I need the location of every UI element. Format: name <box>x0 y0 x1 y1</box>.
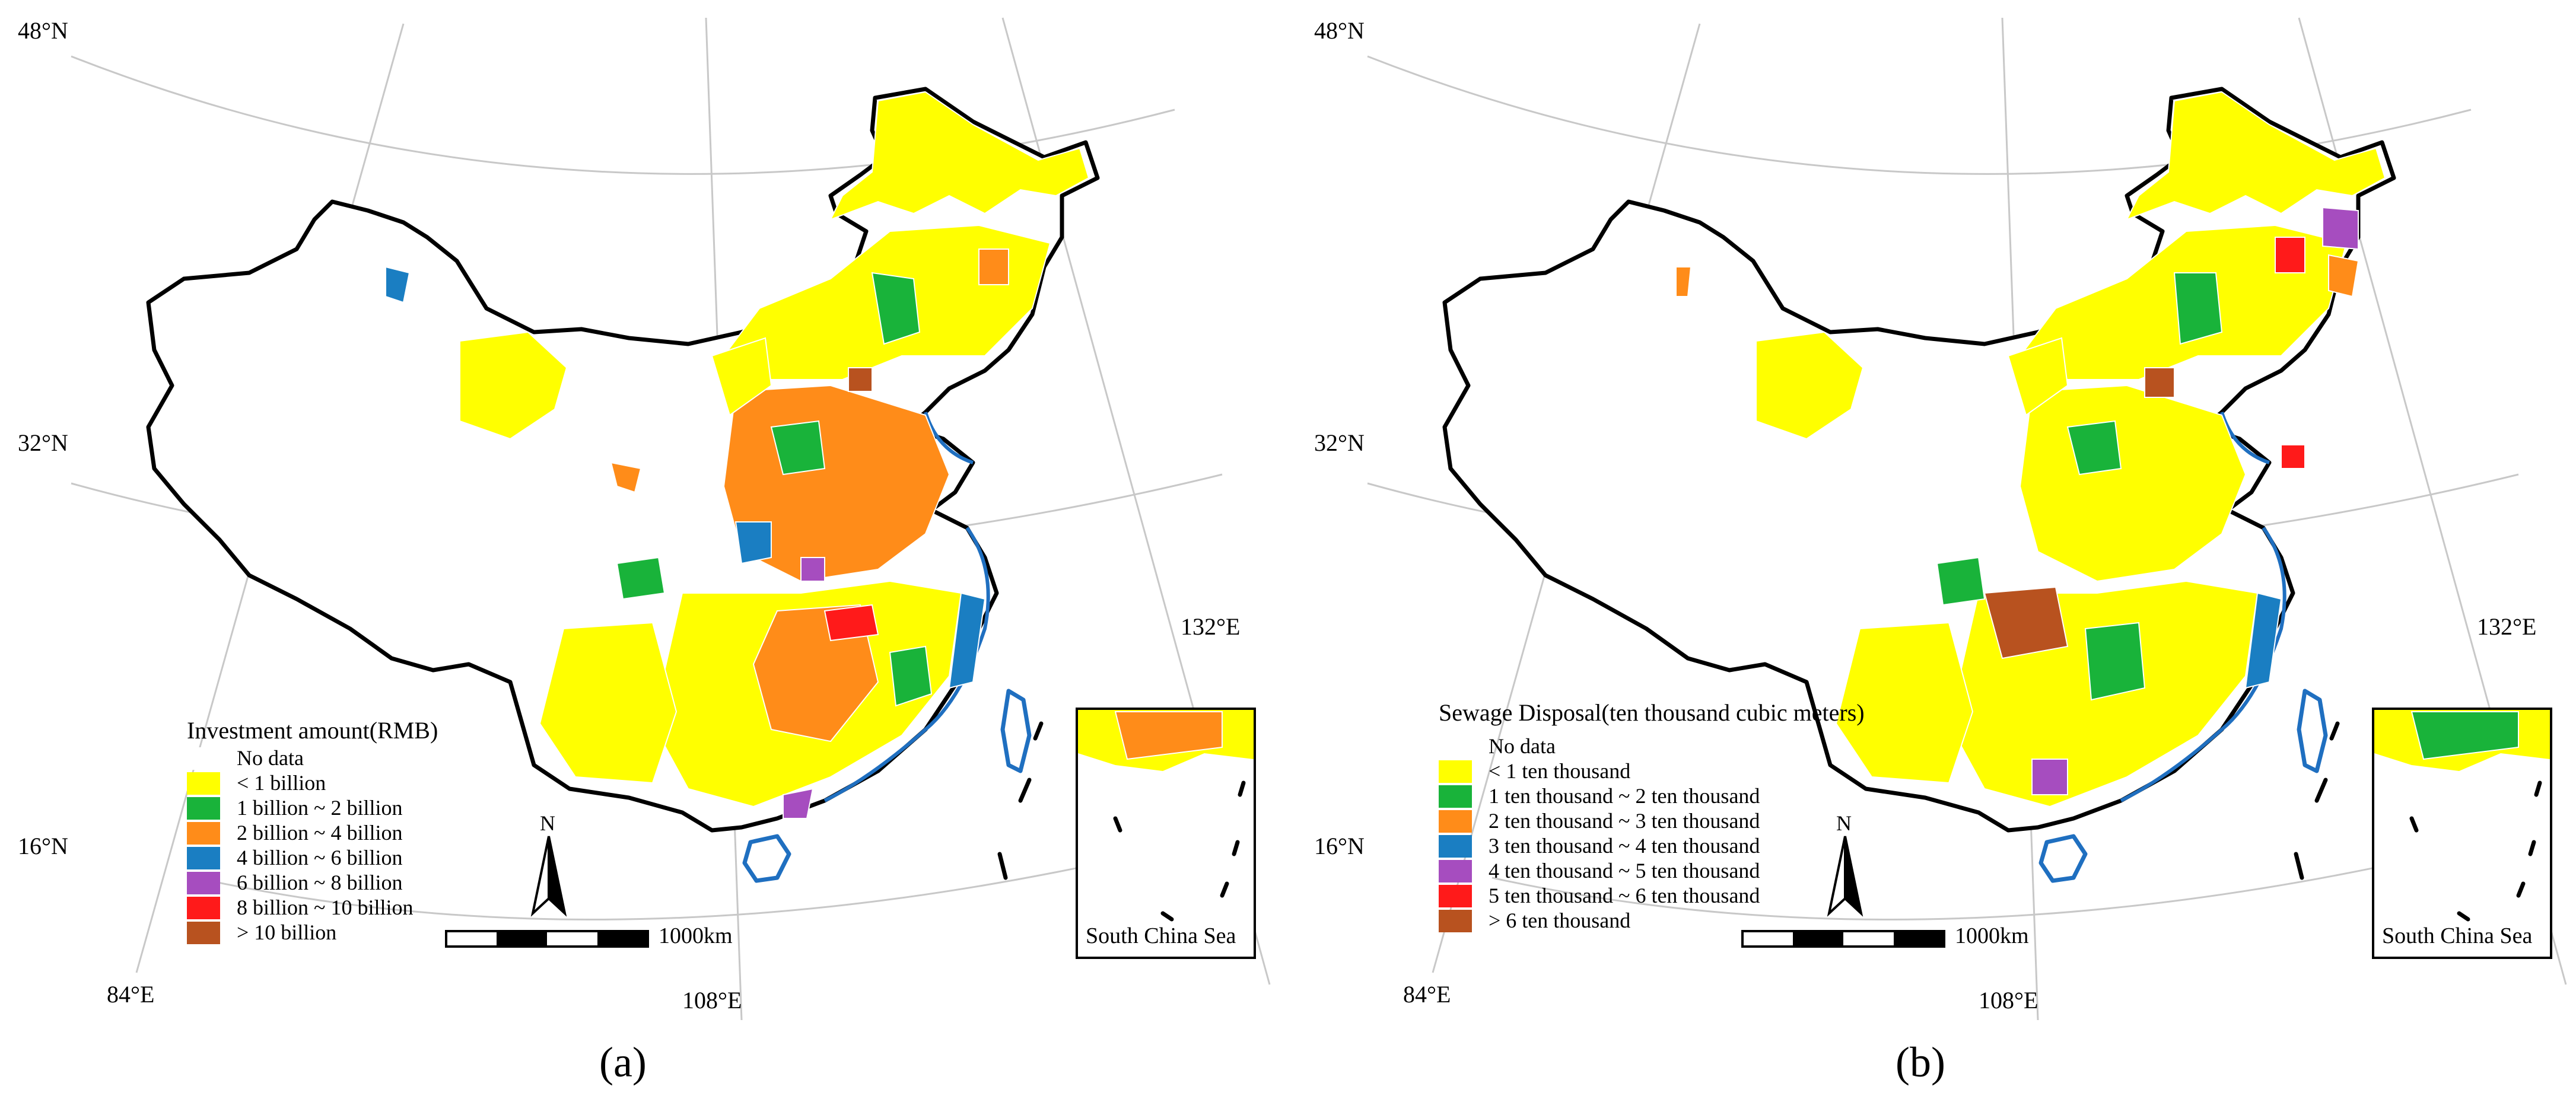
region-purple-1 <box>800 557 825 582</box>
legend-swatch-1 <box>187 772 220 795</box>
inset-label: South China Sea <box>2382 923 2532 948</box>
legend-swatch-6 <box>187 897 220 919</box>
region-blue-1 <box>385 266 411 304</box>
legend-swatch-3 <box>1439 810 1472 833</box>
legend-label-1: < 1 billion <box>237 771 326 795</box>
region-red-1 <box>2275 237 2305 273</box>
region-red-1 <box>823 604 879 642</box>
lon-label-132e: 132°E <box>1181 613 1240 640</box>
scale-label: 1000km <box>659 923 733 948</box>
region-orange-3 <box>610 461 642 493</box>
region-purple-2 <box>783 788 814 819</box>
legend-label-6: 5 ten thousand ~ 6 ten thousand <box>1489 884 1760 907</box>
panel-label-b: (b) <box>1896 1038 1945 1086</box>
scale-label: 1000km <box>1955 923 2029 948</box>
north-label: N <box>1836 811 1852 835</box>
region-red-2 <box>2281 444 2305 469</box>
legend-swatch-4 <box>187 847 220 869</box>
legend-swatch-2 <box>187 797 220 820</box>
region-orange-2 <box>978 248 1009 285</box>
lat-label-16n: 16°N <box>1314 833 1365 859</box>
region-green-1 <box>871 272 921 345</box>
region-orange-2 <box>2328 254 2359 298</box>
legend-swatch-3 <box>187 822 220 845</box>
panel-label-a: (a) <box>599 1038 647 1086</box>
legend-swatch-1 <box>1439 760 1472 783</box>
map-panel-b: 48°N 32°N 16°N 84°E 108°E 132°E Sewage D… <box>1314 17 2566 1086</box>
legend-label-0: No data <box>237 746 304 770</box>
legend-label-2: 1 billion ~ 2 billion <box>237 796 403 820</box>
north-label: N <box>540 811 555 835</box>
lon-label-108e: 108°E <box>682 987 742 1014</box>
legend-swatch-2 <box>1439 785 1472 808</box>
region-green-1 <box>2173 272 2223 345</box>
legend-label-0: No data <box>1489 734 1556 758</box>
region-blue-coast <box>2244 592 2282 689</box>
legend-label-4: 3 ten thousand ~ 4 ten thousand <box>1489 834 1760 858</box>
legend-label-6: 8 billion ~ 10 billion <box>237 896 414 919</box>
legend-title: Sewage Disposal(ten thousand cubic meter… <box>1439 699 1865 726</box>
region-xinjiang-spot <box>1756 331 1864 440</box>
region-northeast <box>2125 91 2386 221</box>
legend-label-2: 1 ten thousand ~ 2 ten thousand <box>1489 784 1760 808</box>
region-brown-2 <box>2144 367 2175 398</box>
region-brown-1 <box>848 367 873 392</box>
lon-label-108e: 108°E <box>1979 987 2038 1014</box>
legend-label-1: < 1 ten thousand <box>1489 759 1630 783</box>
inset-region <box>1114 711 1223 760</box>
map-panel-a: 48°N 32°N 16°N 84°E 108°E 132°E Investme… <box>18 17 1270 1086</box>
legend-swatch-5 <box>187 872 220 894</box>
region-green-3 <box>2084 622 2146 701</box>
region-green-4 <box>616 556 666 600</box>
legend-label-5: 4 ten thousand ~ 5 ten thousand <box>1489 859 1760 882</box>
region-inner-band <box>711 337 772 416</box>
legend-label-7: > 6 ten thousand <box>1489 909 1630 932</box>
lat-label-48n: 48°N <box>18 17 68 44</box>
inset-label: South China Sea <box>1086 923 1236 948</box>
region-northeast <box>829 91 1090 221</box>
region-purple-2 <box>2031 759 2068 795</box>
region-xinjiang-spot <box>459 331 568 440</box>
legend-label-5: 6 billion ~ 8 billion <box>237 871 403 894</box>
legend-b: Sewage Disposal(ten thousand cubic meter… <box>1439 699 1865 932</box>
legend-title: Investment amount(RMB) <box>187 717 438 744</box>
lon-label-84e: 84°E <box>107 981 154 1008</box>
legend-swatch-0 <box>1439 735 1472 758</box>
region-southwest <box>539 622 678 784</box>
region-purple-1 <box>2322 206 2359 250</box>
region-brown-1 <box>1983 586 2069 659</box>
legend-swatch-7 <box>187 922 220 944</box>
region-orange-1 <box>1675 266 1692 297</box>
lon-label-132e: 132°E <box>2477 613 2536 640</box>
legend-label-7: > 10 billion <box>237 920 336 944</box>
legend-swatch-7 <box>1439 910 1472 932</box>
lon-label-84e: 84°E <box>1403 981 1451 1008</box>
inset-region <box>2410 711 2519 760</box>
region-green-4 <box>1936 556 1986 606</box>
region-inner-band <box>2007 337 2069 416</box>
region-blue-2 <box>734 521 772 565</box>
legend-swatch-5 <box>1439 860 1472 882</box>
lat-label-32n: 32°N <box>1314 429 1365 456</box>
legend-label-4: 4 billion ~ 6 billion <box>237 846 403 869</box>
legend-swatch-6 <box>1439 885 1472 907</box>
region-green-2 <box>770 420 826 476</box>
legend-swatch-0 <box>187 747 220 770</box>
lat-label-16n: 16°N <box>18 833 68 859</box>
region-green-3 <box>889 645 933 707</box>
legend-a: Investment amount(RMB) No data< 1 billio… <box>187 717 438 944</box>
region-southwest <box>1835 622 1974 784</box>
lat-label-32n: 32°N <box>18 429 68 456</box>
region-fills-a <box>385 91 1223 819</box>
legend-label-3: 2 billion ~ 4 billion <box>237 821 403 845</box>
region-blue-coast <box>948 592 986 689</box>
region-green-2 <box>2066 420 2122 476</box>
lat-label-48n: 48°N <box>1314 17 1365 44</box>
legend-label-3: 2 ten thousand ~ 3 ten thousand <box>1489 809 1760 833</box>
legend-swatch-4 <box>1439 835 1472 858</box>
region-fills-b <box>1675 91 2519 808</box>
